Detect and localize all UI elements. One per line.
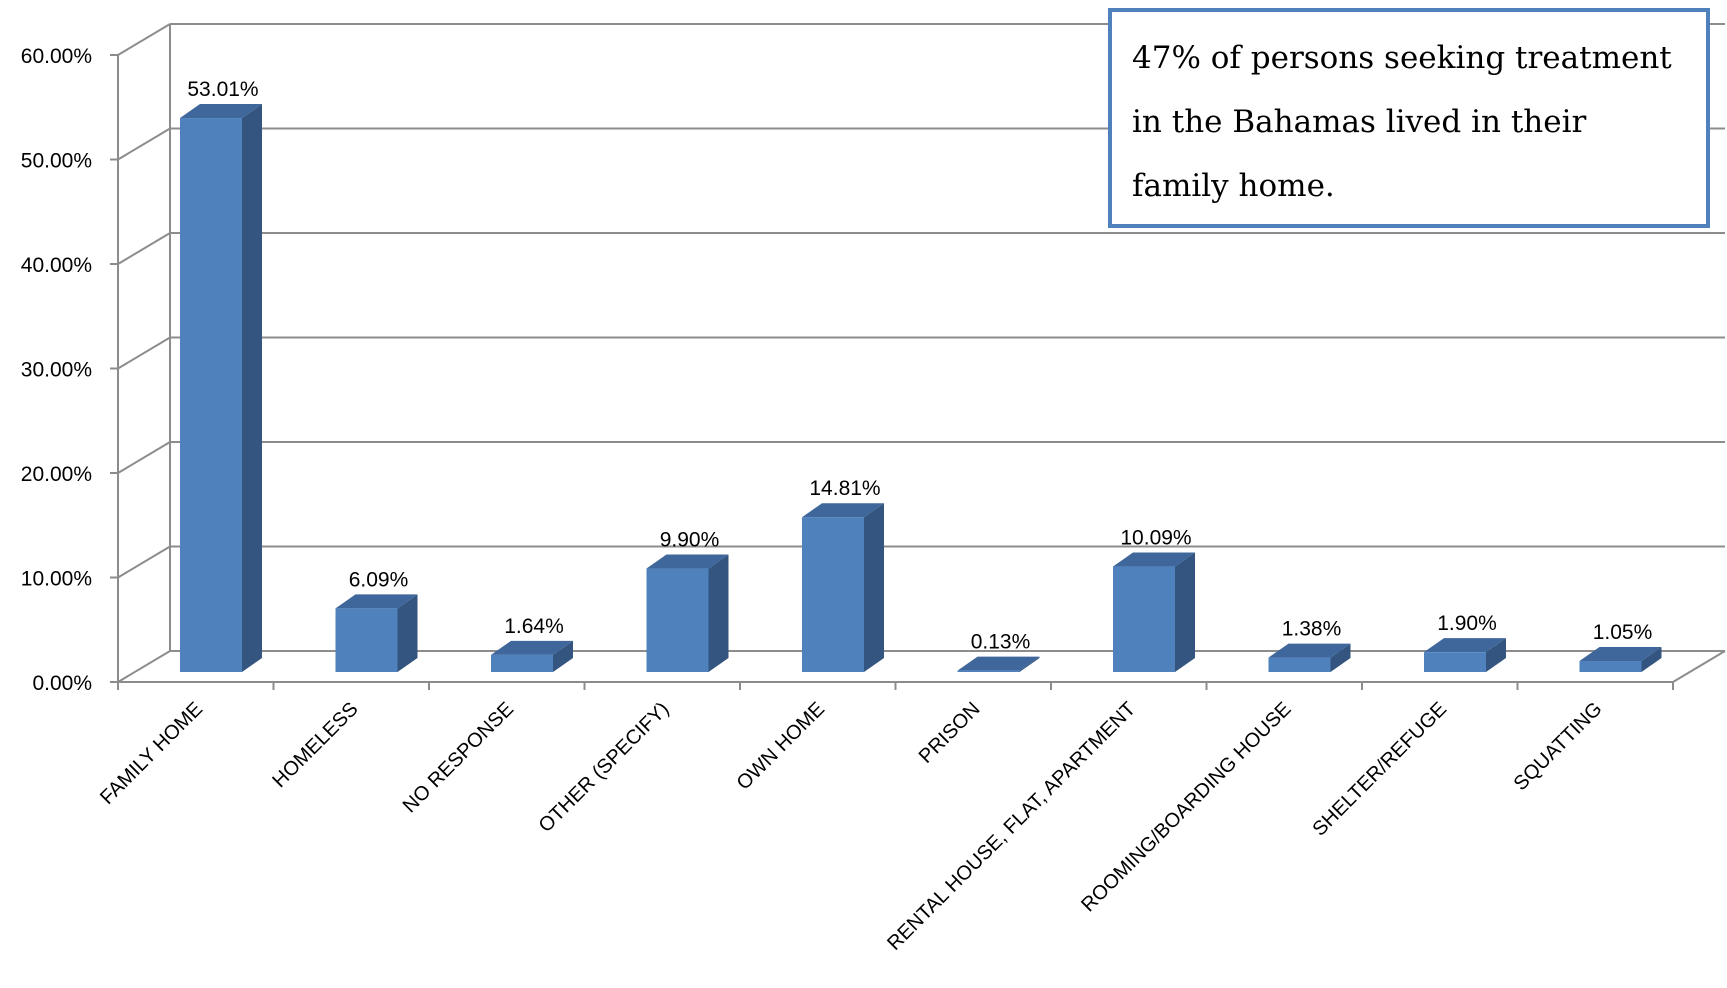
bar-top [802, 503, 884, 518]
bar [491, 640, 573, 672]
bar-side [1486, 638, 1506, 672]
gridline-diagonal [117, 23, 171, 56]
bar-front [491, 654, 553, 672]
bar-side [397, 594, 418, 672]
axis-layer [110, 24, 1726, 690]
bar-side [553, 640, 573, 672]
y-tick-label: 10.00% [21, 568, 92, 591]
category-label: SHELTER/REFUGE [1308, 698, 1451, 841]
gridline-diagonal [117, 441, 171, 474]
bar-top [646, 554, 729, 569]
category-label: FAMILY HOME [96, 698, 207, 809]
data-label: 10.09% [1120, 527, 1191, 550]
category-label: OTHER (SPECIFY) [535, 698, 674, 837]
bar-side [708, 554, 729, 672]
gridline-diagonal [117, 336, 171, 370]
bar-top [335, 594, 418, 609]
bar-top [1579, 647, 1662, 662]
category-label: HOMELESS [268, 698, 362, 792]
bar [1268, 643, 1351, 672]
bar-front [1268, 657, 1331, 672]
floor-right-edge [1672, 650, 1726, 683]
bar-front [646, 568, 709, 672]
bar [1113, 552, 1195, 672]
bar-side [1019, 656, 1040, 672]
gridline-diagonal [117, 232, 171, 265]
y-tick-label: 50.00% [21, 150, 92, 173]
bar [335, 594, 418, 672]
category-label: OWN HOME [733, 698, 829, 794]
bar-front [1424, 652, 1486, 672]
bar-front [957, 670, 1020, 672]
data-label: 6.09% [349, 568, 409, 591]
data-label: 1.90% [1437, 612, 1497, 635]
bar-side [1330, 643, 1351, 672]
bar-top [1268, 643, 1351, 658]
bar-side [864, 503, 884, 672]
bar [957, 656, 1040, 672]
bar-front [180, 118, 242, 672]
bar-front [1113, 566, 1175, 672]
category-label: SQUATTING [1510, 698, 1607, 795]
bar [180, 104, 262, 672]
data-label: 9.90% [660, 529, 720, 552]
data-label: 1.38% [1282, 618, 1342, 641]
annotation-box: 47% of persons seeking treatment in the … [1108, 8, 1710, 228]
bar [1579, 647, 1662, 672]
bar-side [1641, 647, 1662, 672]
bar-top [1113, 552, 1195, 567]
y-tick-label: 60.00% [21, 45, 92, 68]
bar-top [957, 656, 1040, 671]
bar-top [180, 104, 262, 119]
bar-front [802, 517, 864, 672]
data-label: 14.81% [809, 477, 880, 500]
bar-front [335, 608, 398, 672]
y-tick-label: 20.00% [21, 463, 92, 486]
data-label: 1.64% [504, 615, 564, 638]
bar [646, 554, 729, 672]
data-label: 53.01% [187, 78, 258, 101]
category-label: PRISON [915, 698, 985, 768]
data-label: 0.13% [971, 631, 1031, 654]
y-tick-label: 30.00% [21, 359, 92, 382]
bar-top [491, 640, 573, 655]
category-label: RENTAL HOUSE, FLAT, APARTMENT [883, 698, 1140, 955]
bar-side [242, 104, 262, 672]
bar-side [1175, 552, 1195, 672]
gridline-diagonal [117, 650, 171, 683]
bar [802, 503, 884, 672]
bar-front [1579, 661, 1642, 672]
gridline-diagonal [117, 127, 171, 161]
bar-layer [180, 104, 1662, 672]
bar [1424, 638, 1506, 672]
y-tick-label: 0.00% [32, 672, 92, 695]
y-tick-label: 40.00% [21, 254, 92, 277]
annotation-text: 47% of persons seeking treatment in the … [1132, 40, 1672, 204]
gridline-diagonal [117, 545, 171, 579]
data-label: 1.05% [1593, 621, 1653, 644]
bar-top [1424, 638, 1506, 653]
category-label: NO RESPONSE [399, 698, 518, 817]
